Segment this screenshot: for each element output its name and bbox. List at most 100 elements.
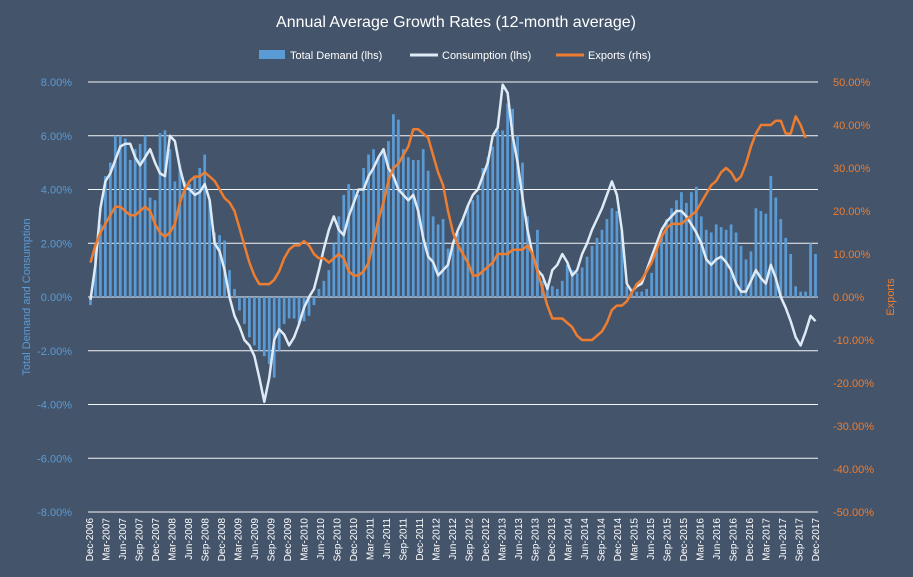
total-demand-bar xyxy=(486,157,490,297)
total-demand-bar xyxy=(436,224,440,297)
y-tick-right: 10.00% xyxy=(833,249,871,261)
total-demand-bar xyxy=(421,149,425,297)
y-tick-right: -40.00% xyxy=(833,464,874,476)
total-demand-bar xyxy=(784,237,788,297)
total-demand-bar xyxy=(501,130,505,297)
y-tick-left: 6.00% xyxy=(41,131,72,143)
x-tick-label: Jun-2013 xyxy=(514,518,525,560)
x-tick-label: Jun-2014 xyxy=(580,518,591,560)
total-demand-bar xyxy=(362,168,365,297)
x-tick-label: Jun-2007 xyxy=(118,518,129,560)
x-tick-label: Sep-2013 xyxy=(531,518,542,562)
total-demand-bar xyxy=(531,254,534,297)
total-demand-bar xyxy=(655,248,658,297)
exports-line xyxy=(89,115,807,342)
x-tick-label: Mar-2016 xyxy=(696,518,707,561)
x-tick-label: Dec-2016 xyxy=(745,518,756,562)
total-demand-bar xyxy=(382,149,385,297)
y-tick-right: 30.00% xyxy=(833,163,871,175)
x-tick-label: Sep-2014 xyxy=(597,518,608,562)
total-demand-bar xyxy=(287,297,291,319)
total-demand-bar xyxy=(446,248,450,297)
x-tick-label: Dec-2011 xyxy=(415,518,426,561)
x-tick-label: Mar-2009 xyxy=(234,518,245,561)
total-demand-bar xyxy=(506,103,509,297)
x-tick-label: Dec-2012 xyxy=(481,518,492,562)
total-demand-bar xyxy=(481,168,485,297)
y-tick-left: 8.00% xyxy=(41,77,72,89)
total-demand-bar xyxy=(133,149,137,297)
x-tick-label: Jun-2012 xyxy=(448,518,459,560)
legend-label-total-demand: Total Demand (lhs) xyxy=(290,50,382,62)
x-tick-label: Jun-2015 xyxy=(646,518,657,560)
total-demand-bar xyxy=(238,297,241,311)
total-demand-bar xyxy=(138,143,142,297)
total-demand-bar xyxy=(367,154,370,297)
legend-label-exports: Exports (rhs) xyxy=(588,50,651,62)
total-demand-bar xyxy=(178,165,182,297)
total-demand-bar xyxy=(794,286,798,297)
total-demand-bar xyxy=(307,297,311,316)
x-tick-label: Dec-2007 xyxy=(151,518,162,562)
x-tick-label: Mar-2010 xyxy=(300,518,311,561)
total-demand-bar xyxy=(163,130,167,297)
total-demand-bar xyxy=(670,208,673,297)
total-demand-bar xyxy=(550,286,554,297)
total-demand-bar xyxy=(168,149,172,297)
x-tick-label: Dec-2008 xyxy=(217,518,228,562)
x-tick-label: Dec-2006 xyxy=(85,518,96,562)
total-demand-bar xyxy=(764,213,768,297)
y-tick-right: 40.00% xyxy=(833,120,871,132)
total-demand-bar xyxy=(759,211,763,297)
total-demand-bar xyxy=(406,157,410,297)
total-demand-bar xyxy=(814,254,817,297)
total-demand-bar xyxy=(143,135,147,297)
total-demand-bar xyxy=(620,229,624,297)
y-tick-right: -30.00% xyxy=(833,421,874,433)
total-demand-bar xyxy=(327,270,331,297)
x-tick-label: Sep-2010 xyxy=(333,518,344,562)
total-demand-bar xyxy=(332,243,336,297)
total-demand-bar xyxy=(123,138,127,297)
total-demand-bar xyxy=(560,280,564,297)
total-demand-bar xyxy=(441,219,445,297)
total-demand-bar xyxy=(739,245,743,297)
total-demand-bar xyxy=(799,291,802,297)
y-tick-right: -50.00% xyxy=(833,507,874,519)
x-tick-label: Mar-2007 xyxy=(102,518,113,561)
total-demand-bar xyxy=(491,146,495,297)
x-tick-label: Jun-2011 xyxy=(382,518,393,559)
total-demand-bar xyxy=(585,256,589,297)
x-tick-label: Sep-2012 xyxy=(465,518,476,562)
total-demand-bar xyxy=(312,297,316,306)
total-demand-bar xyxy=(545,283,549,297)
y-tick-right: -20.00% xyxy=(833,378,874,390)
total-demand-bar xyxy=(675,200,678,297)
total-demand-bar xyxy=(685,202,688,297)
total-demand-bar xyxy=(208,200,212,297)
total-demand-bar xyxy=(615,211,619,297)
x-tick-label: Mar-2012 xyxy=(432,518,443,561)
y-tick-right: -10.00% xyxy=(833,335,874,347)
x-tick-label: Sep-2015 xyxy=(663,518,674,562)
total-demand-bar xyxy=(804,291,807,297)
x-tick-label: Dec-2017 xyxy=(811,518,822,562)
y-axis-right-ticks: 50.00% 40.00% 30.00% 20.00% 10.00% 0.00% -10.0… xyxy=(833,77,874,519)
total-demand-bar xyxy=(252,297,256,346)
total-demand-bar xyxy=(108,162,112,297)
x-tick-label: Mar-2017 xyxy=(762,518,773,561)
y-tick-left: 0.00% xyxy=(41,292,72,304)
total-demand-bar xyxy=(451,243,455,297)
total-demand-bar xyxy=(372,149,375,297)
legend-label-consumption: Consumption (lhs) xyxy=(442,50,531,62)
total-demand-bar xyxy=(322,280,326,297)
x-tick-label: Sep-2008 xyxy=(201,518,212,562)
y-tick-left: 2.00% xyxy=(41,238,72,250)
y-tick-left: -2.00% xyxy=(37,346,72,358)
x-tick-label: Dec-2010 xyxy=(349,518,360,562)
total-demand-bar xyxy=(94,251,97,297)
total-demand-bar xyxy=(292,297,296,319)
total-demand-bar xyxy=(645,288,649,297)
total-demand-bar xyxy=(779,219,783,297)
